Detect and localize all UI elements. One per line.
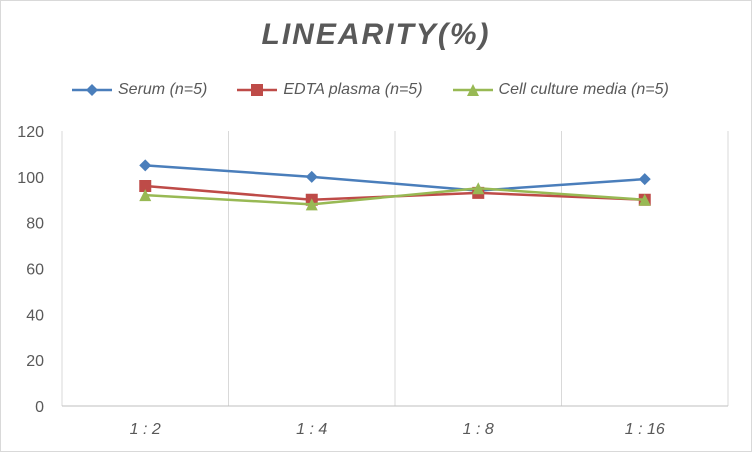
- y-tick-label: 120: [17, 124, 44, 141]
- series-line-cell-culture-media: [145, 187, 645, 206]
- y-tick-label: 20: [26, 353, 44, 370]
- data-point-cell-culture-media: [638, 193, 651, 206]
- data-point-edta-plasma: [139, 180, 152, 192]
- legend-swatch-serum: [72, 84, 112, 96]
- y-tick-label: 100: [17, 170, 44, 187]
- data-point-cell-culture-media: [305, 198, 318, 211]
- data-point-cell-culture-media: [472, 182, 485, 195]
- legend-label-cell-culture-media: Cell culture media (n=5): [498, 81, 669, 98]
- y-tick-label: 40: [26, 307, 44, 324]
- legend-swatch-edta-plasma: [237, 84, 278, 96]
- chart-title: LINEARITY(%): [261, 18, 491, 51]
- y-tick-label: 60: [26, 262, 44, 279]
- legend-entry-edta-plasma: EDTA plasma (n=5): [237, 81, 423, 99]
- x-tick-label: 1 : 2: [130, 421, 161, 438]
- x-tick-label: 1 : 4: [296, 421, 327, 438]
- y-tick-label: 80: [26, 216, 44, 233]
- legend-swatch-cell-culture-media: [452, 84, 493, 96]
- data-point-serum: [638, 173, 651, 186]
- data-point-serum: [139, 159, 152, 172]
- x-tick-label: 1 : 16: [625, 421, 665, 438]
- data-point-serum: [305, 170, 318, 183]
- chart-legend: Serum (n=5) EDTA plasma (n=5) Cell cultu…: [72, 78, 699, 102]
- y-tick-label: 0: [35, 399, 44, 416]
- data-point-cell-culture-media: [139, 189, 152, 202]
- legend-label-edta-plasma: EDTA plasma (n=5): [283, 81, 423, 98]
- legend-entry-serum: Serum (n=5): [72, 81, 207, 99]
- legend-label-serum: Serum (n=5): [118, 81, 208, 98]
- legend-entry-cell-culture-media: Cell culture media (n=5): [452, 81, 669, 99]
- x-tick-label: 1 : 8: [463, 421, 494, 438]
- series-line-serum: [145, 164, 645, 192]
